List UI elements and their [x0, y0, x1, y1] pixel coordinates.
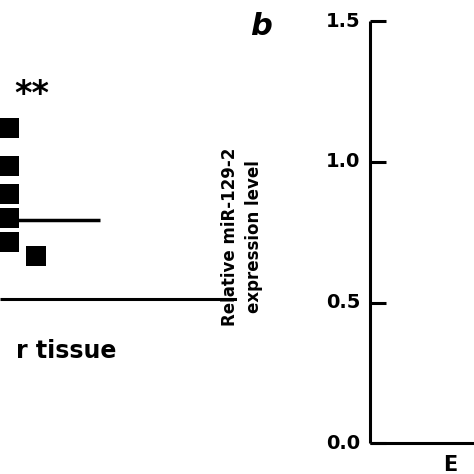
Point — [6, 191, 13, 198]
Point — [6, 124, 13, 132]
Text: **: ** — [14, 78, 49, 111]
Text: 0.0: 0.0 — [326, 434, 360, 453]
Text: 1.5: 1.5 — [326, 12, 360, 31]
Point — [6, 214, 13, 222]
Text: r tissue: r tissue — [16, 339, 117, 363]
Text: E: E — [443, 456, 457, 474]
Point — [32, 252, 39, 260]
Point — [6, 238, 13, 246]
Point — [6, 162, 13, 170]
Text: Relative miR-129-2
expression level: Relative miR-129-2 expression level — [221, 148, 263, 326]
Text: 1.0: 1.0 — [326, 153, 360, 172]
Text: 0.5: 0.5 — [326, 293, 360, 312]
Text: b: b — [250, 12, 272, 41]
